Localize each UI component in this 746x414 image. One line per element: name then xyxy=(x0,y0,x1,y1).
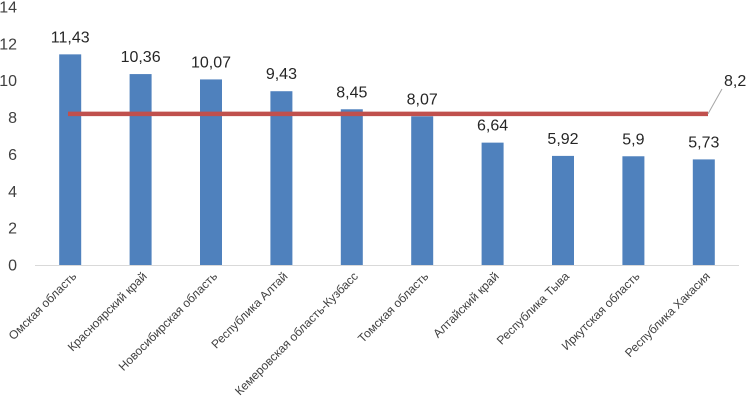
x-category-label: Республика Алтай xyxy=(208,269,290,351)
bar xyxy=(622,156,645,265)
data-label: 5,92 xyxy=(547,131,578,148)
y-tick-label: 8 xyxy=(8,110,17,127)
x-category-label: Республика Тыва xyxy=(494,269,572,347)
x-category-label: Томская область xyxy=(355,269,431,345)
y-tick-label: 12 xyxy=(0,36,17,53)
data-label: 8,07 xyxy=(407,91,438,108)
y-axis-ticks: 0 2 4 6 8 10 12 14 xyxy=(0,0,17,275)
bar xyxy=(59,54,82,266)
data-label: 11,43 xyxy=(51,29,90,46)
x-category-label: Кемеровская область-Кузбасс xyxy=(232,269,361,398)
bar xyxy=(129,74,152,265)
bar xyxy=(692,159,715,265)
y-tick-label: 2 xyxy=(8,221,17,238)
data-label: 5,9 xyxy=(622,131,644,148)
reference-line-label: 8,2 xyxy=(724,73,746,90)
x-category-label: Иркутская область xyxy=(559,269,643,353)
y-tick-label: 14 xyxy=(0,0,17,17)
x-category-label: Омская область xyxy=(6,269,80,343)
data-label: 9,43 xyxy=(266,66,297,83)
bars-group xyxy=(59,54,715,266)
bar xyxy=(340,109,363,266)
bar xyxy=(270,91,293,266)
data-labels-group: 11,43 10,36 10,07 9,43 8,45 8,07 6,64 5,92 5,9 5,… xyxy=(51,29,720,151)
bar xyxy=(552,155,574,265)
data-label: 5,73 xyxy=(688,134,719,151)
reference-leader-line xyxy=(707,88,723,115)
x-category-label: Алтайский край xyxy=(430,269,501,340)
y-tick-label: 6 xyxy=(8,147,17,164)
data-label: 6,64 xyxy=(477,118,508,135)
data-label: 8,45 xyxy=(336,84,367,101)
y-tick-label: 10 xyxy=(0,73,17,90)
bar xyxy=(481,142,504,265)
reference-line-group: 8,2 xyxy=(68,73,746,117)
bar xyxy=(200,79,222,265)
y-tick-label: 0 xyxy=(8,258,17,275)
data-label: 10,07 xyxy=(191,54,231,71)
bar xyxy=(411,116,434,265)
data-label: 10,36 xyxy=(121,49,161,66)
y-tick-label: 4 xyxy=(8,184,17,201)
